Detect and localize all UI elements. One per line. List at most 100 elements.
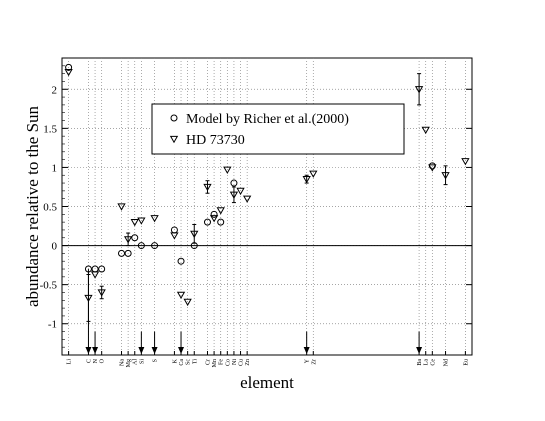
model-point: [124, 249, 132, 257]
error-bar: [417, 73, 422, 106]
legend-marker-model: [170, 114, 178, 122]
element-label: Al: [133, 359, 139, 365]
model-point: [217, 218, 225, 226]
legend-marker-hd73730: [169, 135, 179, 144]
element-label: Cu: [239, 359, 245, 366]
element-label: Cr: [205, 359, 211, 365]
down-arrow: [416, 331, 423, 354]
x-axis-element-labels: Li C N O Na Mg Al Si S K Ca Sc Ti Cr Mn Fe Co Ni Cu Zn Y Zr Ba…: [67, 358, 470, 367]
hd73730-point: [117, 203, 126, 211]
element-label: La: [424, 359, 430, 366]
x-axis-title: element: [240, 373, 294, 392]
hd73730-point: [441, 172, 450, 180]
hd73730-point: [216, 207, 225, 215]
model-point: [230, 179, 238, 187]
element-label: Eu: [463, 359, 469, 366]
model-point: [84, 265, 92, 273]
element-label: N: [93, 358, 99, 363]
model-point: [151, 242, 159, 250]
element-label: Fe: [219, 359, 225, 365]
upper-limit-arrows: [85, 269, 423, 354]
element-label: S: [153, 359, 159, 362]
element-label: Co: [225, 359, 231, 366]
hd73730-point: [414, 86, 424, 94]
y-tick-label: 0: [52, 241, 58, 253]
model-point: [137, 242, 145, 250]
model-point: [210, 210, 218, 218]
y-tick-label: -1: [48, 319, 57, 331]
hd73730-point: [170, 232, 179, 240]
error-bar: [86, 273, 91, 322]
error-bar: [231, 186, 236, 204]
hd73730-point: [309, 170, 318, 178]
y-axis-title: abundance relative to the Sun: [23, 105, 42, 307]
hd73730-point: [243, 195, 252, 203]
element-label: Y: [305, 358, 311, 363]
model-point: [177, 257, 185, 265]
model-point: [65, 63, 73, 71]
element-label: Na: [120, 359, 126, 366]
element-label: Ni: [232, 359, 238, 365]
down-arrow: [138, 331, 145, 354]
element-label: Si: [139, 359, 145, 364]
hd73730-point: [421, 126, 430, 135]
legend-label-hd73730: HD 73730: [186, 133, 245, 148]
hd73730-point: [130, 219, 139, 227]
element-label: C: [86, 359, 92, 363]
hd73730-point: [428, 164, 437, 172]
y-tick-label: 0.5: [43, 202, 57, 214]
down-arrow: [178, 331, 185, 354]
element-label: Ti: [192, 359, 198, 364]
legend-circle-marker: [170, 114, 178, 122]
hd73730-point: [183, 298, 192, 307]
hd73730-point: [90, 271, 100, 279]
model-point: [131, 234, 139, 242]
hd73730-point: [137, 217, 146, 225]
element-label: K: [172, 358, 178, 363]
hd73730-point: [64, 68, 73, 77]
element-label: Mn: [212, 359, 218, 367]
down-arrow: [303, 331, 310, 354]
hd73730-point: [97, 289, 106, 297]
hd73730-point: [176, 291, 186, 300]
hd73730-point: [203, 183, 212, 192]
y-tick-label: 2: [52, 84, 58, 96]
model-point: [203, 218, 211, 226]
error-bar: [443, 165, 448, 186]
hd73730-point: [84, 294, 93, 303]
element-label: Sc: [186, 359, 192, 365]
element-label: Zn: [245, 359, 251, 366]
data-marks: [64, 63, 470, 322]
legend-triangle-marker: [169, 135, 179, 144]
element-label: Zr: [311, 359, 317, 365]
element-label: O: [100, 358, 106, 363]
error-bar: [192, 223, 197, 244]
y-tick-label: 1: [52, 162, 58, 174]
hd73730-point: [123, 236, 133, 244]
hd73730-point: [461, 158, 470, 166]
legend-box: [151, 103, 405, 155]
model-point: [98, 265, 106, 273]
element-label: Ba: [417, 359, 423, 366]
hd73730-point: [236, 187, 245, 196]
down-arrow: [151, 331, 158, 354]
element-label: Li: [67, 359, 73, 365]
model-point: [118, 249, 126, 257]
element-label: Nd: [444, 359, 450, 366]
legend: Model by Richer et al.(2000) HD 73730: [151, 103, 405, 155]
hd73730-point: [302, 176, 311, 184]
hd73730-point: [209, 215, 219, 223]
hd73730-point: [223, 166, 232, 174]
element-label: Ce: [430, 359, 436, 366]
hd73730-point: [229, 191, 239, 199]
down-arrow: [92, 331, 99, 354]
y-tick-label: -0.5: [40, 280, 58, 292]
y-tick-label: 1.5: [43, 123, 57, 135]
element-label: Ca: [179, 359, 185, 366]
element-label: Mg: [126, 359, 132, 367]
hd73730-point: [150, 215, 159, 223]
hd73730-point: [190, 230, 199, 239]
legend-label-model: Model by Richer et al.(2000): [186, 112, 349, 127]
